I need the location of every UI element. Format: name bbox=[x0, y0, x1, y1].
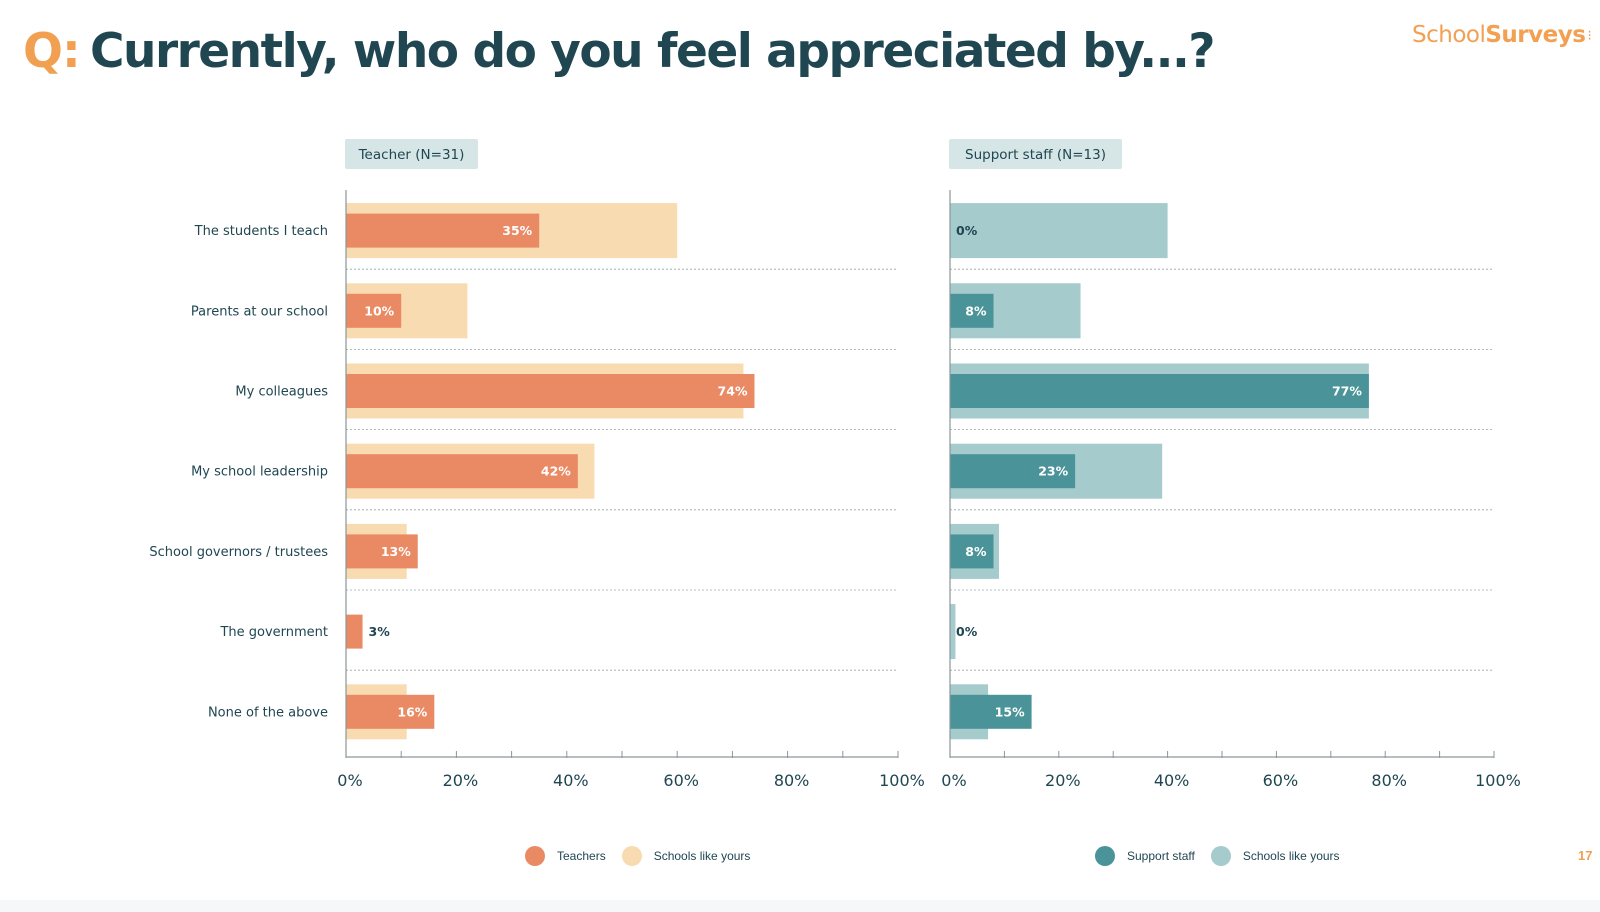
bar-value-label-teacher: 74% bbox=[718, 384, 748, 399]
legend-label-teachers: Teachers bbox=[557, 849, 606, 863]
x-tick-label-support: 40% bbox=[1154, 771, 1190, 790]
bar-value-label-support: 15% bbox=[995, 704, 1025, 719]
panel-label-bg-teacher bbox=[345, 139, 478, 169]
bar-teacher bbox=[346, 293, 402, 328]
legend-label-teacher-benchmark: Schools like yours bbox=[653, 849, 751, 863]
legend-teacher: Teachers Schools like yours bbox=[525, 846, 766, 866]
bar-teacher bbox=[346, 694, 435, 729]
question-prefix: Q: bbox=[23, 24, 81, 79]
category-label: None of the above bbox=[208, 705, 328, 720]
category-label: Parents at our school bbox=[191, 304, 328, 319]
bar-support bbox=[950, 534, 994, 569]
bar-benchmark-support bbox=[950, 604, 956, 660]
legend-swatch-support-staff bbox=[1095, 846, 1115, 866]
panel-label-support: Support staff (N=13) bbox=[965, 147, 1106, 163]
legend-label-support-staff: Support staff bbox=[1127, 849, 1195, 863]
x-tick-label-teacher: 100% bbox=[879, 771, 925, 790]
legend-swatch-support-benchmark bbox=[1210, 846, 1231, 866]
category-label: The government bbox=[219, 625, 328, 640]
x-tick-label-support: 80% bbox=[1371, 771, 1407, 790]
footer-strip bbox=[0, 900, 1600, 912]
panel-label-teacher: Teacher (N=31) bbox=[358, 147, 465, 163]
x-tick-label-teacher: 0% bbox=[337, 771, 362, 790]
x-tick-label-teacher: 60% bbox=[663, 771, 699, 790]
bar-value-label-teacher: 35% bbox=[502, 223, 532, 238]
bar-value-label-support: 77% bbox=[1332, 384, 1362, 399]
legend-swatch-teacher-benchmark bbox=[621, 846, 642, 866]
category-label: My colleagues bbox=[235, 385, 328, 400]
x-tick-label-teacher: 20% bbox=[443, 771, 479, 790]
bar-value-label-support: 0% bbox=[956, 223, 978, 238]
spark-icon: ⁝ bbox=[1587, 27, 1592, 44]
bar-value-label-support: 8% bbox=[965, 544, 987, 559]
bar-value-label-teacher: 10% bbox=[364, 303, 394, 318]
bar-support bbox=[950, 694, 1032, 729]
x-tick-label-support: 100% bbox=[1475, 771, 1521, 790]
legend-support: Support staff Schools like yours bbox=[1095, 846, 1356, 866]
x-tick-label-teacher: 40% bbox=[553, 771, 589, 790]
category-label: The students I teach bbox=[194, 224, 328, 239]
brand-logo: SchoolSurveys ⁝ bbox=[1412, 22, 1592, 48]
bar-teacher bbox=[346, 213, 540, 248]
bar-value-label-teacher: 3% bbox=[369, 624, 391, 639]
legend-label-support-benchmark: Schools like yours bbox=[1242, 849, 1340, 863]
bar-support bbox=[950, 293, 994, 328]
page-number: 17 bbox=[1578, 848, 1593, 863]
panel-label-bg-support bbox=[949, 139, 1122, 169]
bar-teacher bbox=[346, 374, 755, 408]
legend-swatch-teachers bbox=[525, 846, 545, 866]
bar-value-label-teacher: 13% bbox=[381, 544, 411, 559]
category-label: School governors / trustees bbox=[149, 545, 328, 560]
x-tick-label-teacher: 80% bbox=[774, 771, 810, 790]
page-title: Currently, who do you feel appreciated b… bbox=[90, 24, 1216, 79]
x-tick-label-support: 0% bbox=[941, 771, 966, 790]
bar-support bbox=[950, 374, 1369, 408]
x-tick-label-support: 20% bbox=[1045, 771, 1081, 790]
category-label: My school leadership bbox=[191, 465, 328, 480]
bar-teacher bbox=[346, 454, 578, 489]
bar-teacher bbox=[346, 534, 418, 569]
bar-value-label-support: 23% bbox=[1038, 464, 1068, 479]
bar-benchmark-support bbox=[950, 203, 1168, 259]
bar-value-label-support: 8% bbox=[965, 303, 987, 318]
x-tick-label-support: 60% bbox=[1263, 771, 1299, 790]
bar-value-label-teacher: 16% bbox=[397, 704, 427, 719]
logo-part-1: School bbox=[1412, 22, 1486, 48]
bar-teacher bbox=[346, 614, 363, 649]
logo-part-2: Surveys bbox=[1485, 22, 1586, 48]
bar-value-label-teacher: 42% bbox=[541, 464, 571, 479]
bar-support bbox=[950, 454, 1076, 489]
bar-value-label-support: 0% bbox=[956, 624, 978, 639]
